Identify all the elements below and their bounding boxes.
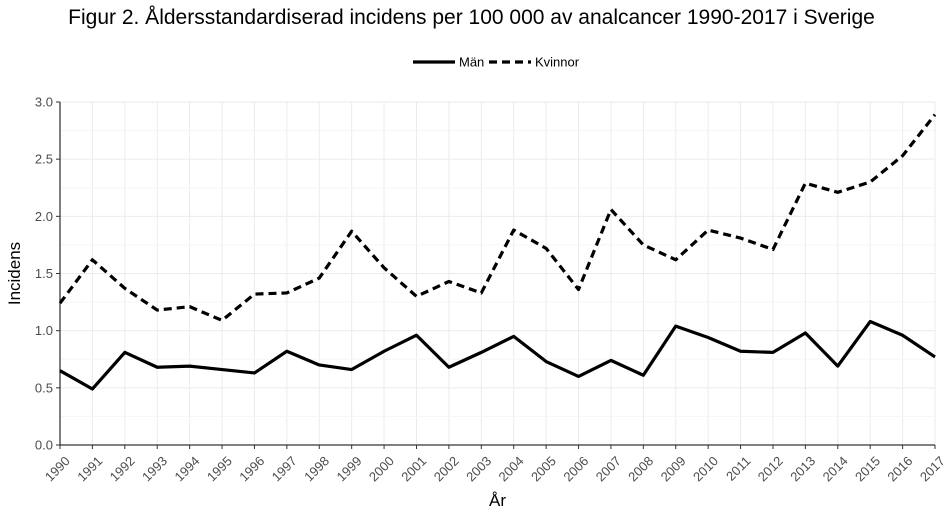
y-tick-label: 2.0 (35, 209, 53, 224)
x-tick-label: 2012 (755, 453, 786, 484)
y-tick-label: 3.0 (35, 95, 53, 110)
x-tick-label: 2000 (366, 453, 397, 484)
x-tick-label: 1990 (42, 453, 73, 484)
x-tick-label: 2010 (690, 453, 721, 484)
x-tick-label: 1991 (74, 453, 105, 484)
series-line-kvinnor (58, 113, 937, 322)
x-tick-label: 1994 (171, 453, 202, 484)
x-tick-label: 1997 (269, 453, 300, 484)
x-tick-label: 1993 (139, 453, 170, 484)
x-tick-label: 2014 (820, 453, 851, 484)
y-tick-label: 0.0 (35, 438, 53, 453)
x-tick-label: 2016 (884, 453, 915, 484)
x-tick-label: 2003 (463, 453, 494, 484)
x-tick-label: 2009 (658, 453, 689, 484)
y-axis-title: Incidens (5, 242, 24, 305)
legend: Män Kvinnor (413, 55, 580, 70)
x-tick-label: 2007 (593, 453, 624, 484)
y-tick-label: 2.5 (35, 152, 53, 167)
x-tick-label: 2013 (787, 453, 818, 484)
x-tick-label: 1995 (204, 453, 235, 484)
chart-title: Figur 2. Åldersstandardiserad incidens p… (68, 6, 875, 29)
x-tick-label: 2005 (528, 453, 559, 484)
x-tick-label: 1996 (236, 453, 267, 484)
grid-lines (59, 101, 936, 446)
legend-label-kvinnor: Kvinnor (535, 55, 580, 70)
x-tick-label: 2002 (431, 453, 462, 484)
y-tick-label: 1.0 (35, 323, 53, 338)
x-tick-label: 2001 (398, 453, 429, 484)
series-line-män (59, 319, 936, 391)
y-tick-label: 1.5 (35, 266, 53, 281)
x-axis-title: År (489, 491, 506, 510)
x-tick-label: 1999 (334, 453, 365, 484)
axes (56, 101, 936, 449)
x-tick-label: 2015 (852, 453, 883, 484)
x-tick-label: 2017 (917, 453, 943, 484)
x-tick-label: 1998 (301, 453, 332, 484)
y-tick-label: 0.5 (35, 380, 53, 395)
x-tick-label: 1992 (107, 453, 138, 484)
x-tick-label: 2008 (625, 453, 656, 484)
series-lines (58, 113, 937, 391)
x-tick-label: 2006 (560, 453, 591, 484)
x-tick-label: 2004 (496, 453, 527, 484)
legend-label-män: Män (459, 55, 484, 70)
x-tick-label: 2011 (723, 453, 753, 483)
